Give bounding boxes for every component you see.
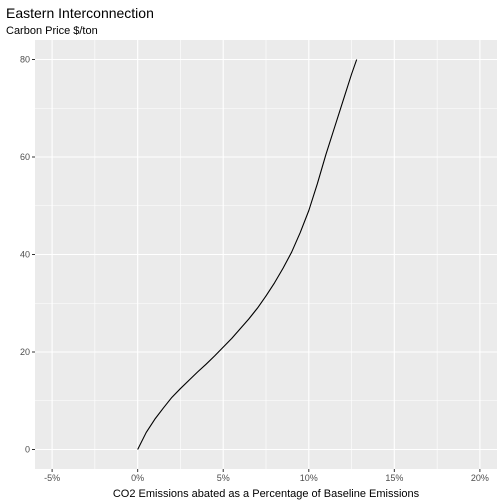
major-gridlines (35, 40, 497, 469)
y-tick-label: 0 (25, 445, 30, 455)
x-axis-ticks: -5% 0% 5% 10% 15% 20% (44, 469, 489, 483)
series-line (137, 59, 358, 450)
x-tick-label: 20% (471, 473, 489, 483)
x-tick-label: 0% (131, 473, 144, 483)
chart-subtitle: Carbon Price $/ton (6, 25, 98, 37)
y-tick-label: 80 (20, 55, 30, 65)
x-tick-label: -5% (44, 473, 60, 483)
y-tick-label: 60 (20, 152, 30, 162)
series-layer (137, 59, 358, 450)
y-axis-ticks: 0 20 40 60 80 (20, 55, 35, 455)
x-tick-label: 5% (217, 473, 230, 483)
y-tick-label: 40 (20, 250, 30, 260)
y-tick-label: 20 (20, 347, 30, 357)
x-tick-label: 10% (300, 473, 318, 483)
x-axis-label: CO2 Emissions abated as a Percentage of … (113, 488, 420, 500)
x-tick-label: 15% (385, 473, 403, 483)
chart-title: Eastern Interconnection (6, 5, 154, 21)
